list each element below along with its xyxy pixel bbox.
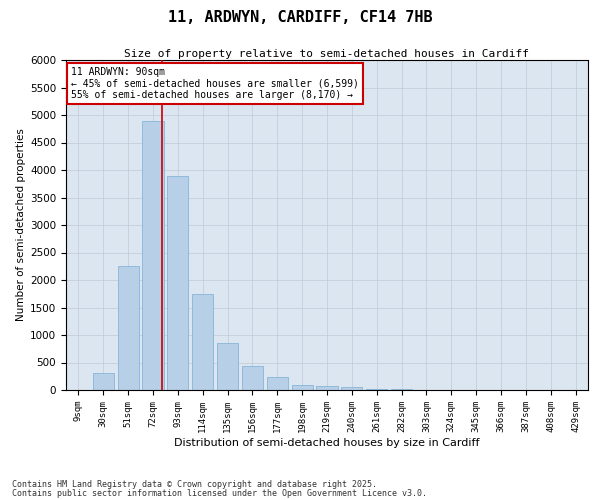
Text: Contains public sector information licensed under the Open Government Licence v3: Contains public sector information licen… (12, 488, 427, 498)
Text: 11, ARDWYN, CARDIFF, CF14 7HB: 11, ARDWYN, CARDIFF, CF14 7HB (167, 10, 433, 25)
Bar (118, 266, 139, 390)
Text: 11 ARDWYN: 90sqm
← 45% of semi-detached houses are smaller (6,599)
55% of semi-d: 11 ARDWYN: 90sqm ← 45% of semi-detached … (71, 66, 359, 100)
Bar (217, 343, 238, 390)
Bar (192, 294, 213, 390)
Bar (341, 387, 362, 390)
Bar (242, 366, 263, 390)
Bar (93, 373, 114, 390)
Bar (366, 388, 387, 390)
Y-axis label: Number of semi-detached properties: Number of semi-detached properties (16, 128, 26, 322)
Bar (292, 384, 313, 390)
X-axis label: Distribution of semi-detached houses by size in Cardiff: Distribution of semi-detached houses by … (174, 438, 480, 448)
Text: Contains HM Land Registry data © Crown copyright and database right 2025.: Contains HM Land Registry data © Crown c… (12, 480, 377, 489)
Bar (316, 386, 338, 390)
Bar (167, 176, 188, 390)
Bar (142, 120, 164, 390)
Bar (267, 378, 288, 390)
Title: Size of property relative to semi-detached houses in Cardiff: Size of property relative to semi-detach… (125, 49, 530, 59)
